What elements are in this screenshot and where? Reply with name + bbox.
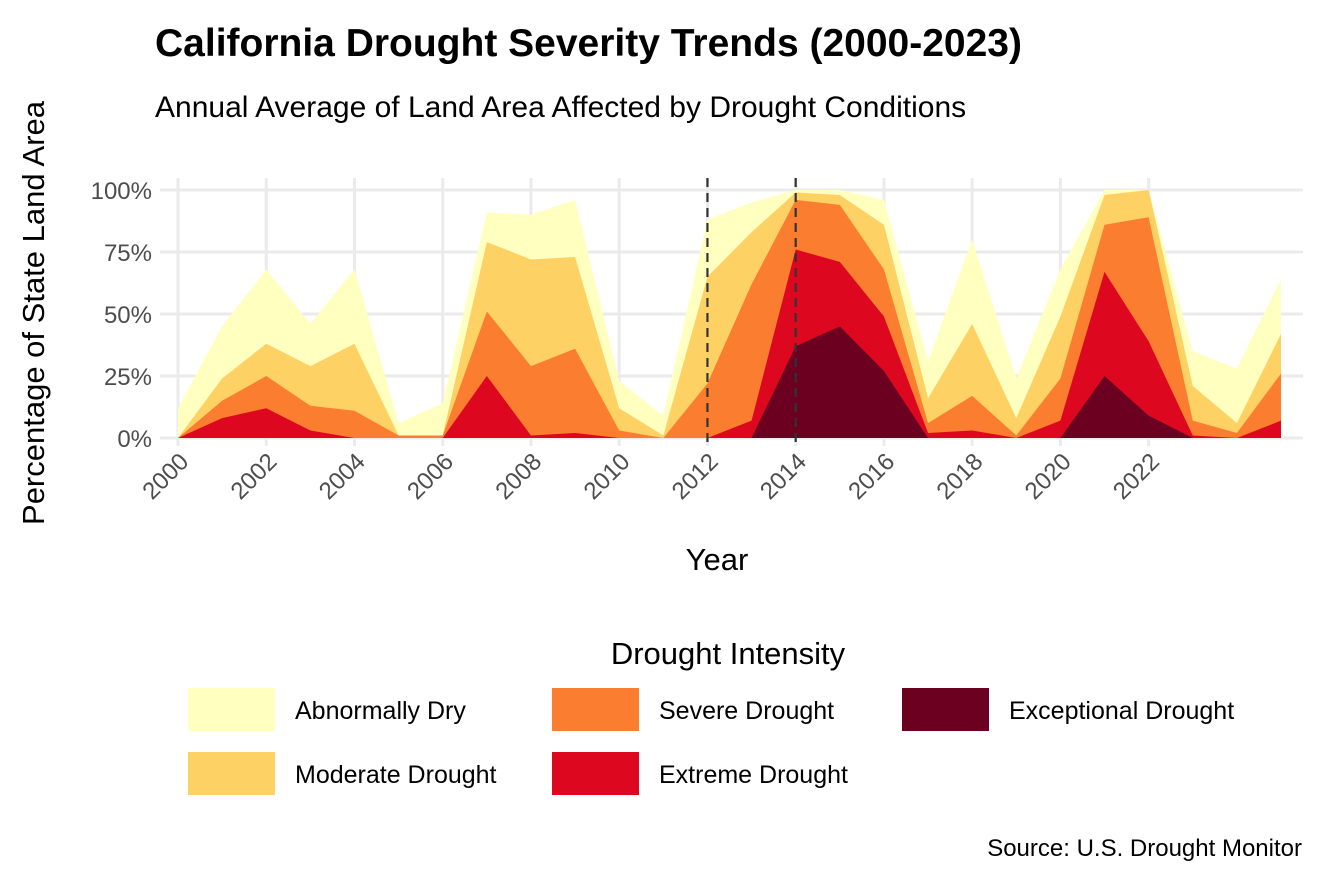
legend-key-moderate-drought	[188, 752, 275, 795]
x-axis-ticks: 2000 2002 2004 2006 2008 2010 2012 2014 2016 2018…	[137, 448, 1164, 505]
x-tick-label: 2000	[137, 448, 194, 505]
legend: Abnormally Dry Severe Drought Exceptional …	[188, 688, 1234, 795]
x-axis-title: Year	[686, 542, 749, 577]
chart-subtitle: Annual Average of Land Area Affected by …	[155, 91, 966, 124]
area-extreme-drought	[178, 249, 1281, 438]
y-tick-label: 0%	[117, 426, 152, 453]
legend-label-severe-drought: Severe Drought	[659, 697, 834, 725]
x-tick-label: 2016	[843, 448, 900, 505]
legend-label-exceptional-drought: Exceptional Drought	[1009, 697, 1234, 725]
legend-key-abnormally-dry	[188, 688, 275, 731]
legend-label-moderate-drought: Moderate Drought	[295, 761, 497, 789]
area-layers	[178, 190, 1281, 438]
y-tick-label: 25%	[104, 364, 152, 391]
legend-key-extreme-drought	[552, 752, 639, 795]
legend-key-exceptional-drought	[902, 688, 989, 731]
x-tick-label: 2012	[667, 448, 724, 505]
legend-key-severe-drought	[552, 688, 639, 731]
legend-label-extreme-drought: Extreme Drought	[659, 761, 848, 789]
x-tick-label: 2002	[226, 448, 283, 505]
y-axis-ticks: 0% 25% 50% 75% 100%	[91, 178, 152, 453]
chart-caption: Source: U.S. Drought Monitor	[987, 835, 1302, 862]
legend-label-abnormally-dry: Abnormally Dry	[295, 697, 466, 725]
x-tick-label: 2020	[1020, 448, 1077, 505]
y-tick-label: 75%	[104, 240, 152, 267]
chart-title: California Drought Severity Trends (2000…	[155, 22, 1022, 65]
x-tick-label: 2014	[755, 448, 812, 505]
y-tick-label: 50%	[104, 302, 152, 329]
area-exceptional-drought	[178, 326, 1281, 438]
y-tick-label: 100%	[91, 178, 152, 205]
x-tick-label: 2018	[932, 448, 989, 505]
x-tick-label: 2004	[314, 448, 371, 505]
x-tick-label: 2006	[402, 448, 459, 505]
x-tick-label: 2010	[579, 448, 636, 505]
legend-title: Drought Intensity	[611, 636, 846, 671]
y-axis-title: Percentage of State Land Area	[16, 100, 51, 525]
x-tick-label: 2022	[1108, 448, 1165, 505]
x-tick-label: 2008	[490, 448, 547, 505]
area-moderate-drought	[178, 190, 1281, 438]
